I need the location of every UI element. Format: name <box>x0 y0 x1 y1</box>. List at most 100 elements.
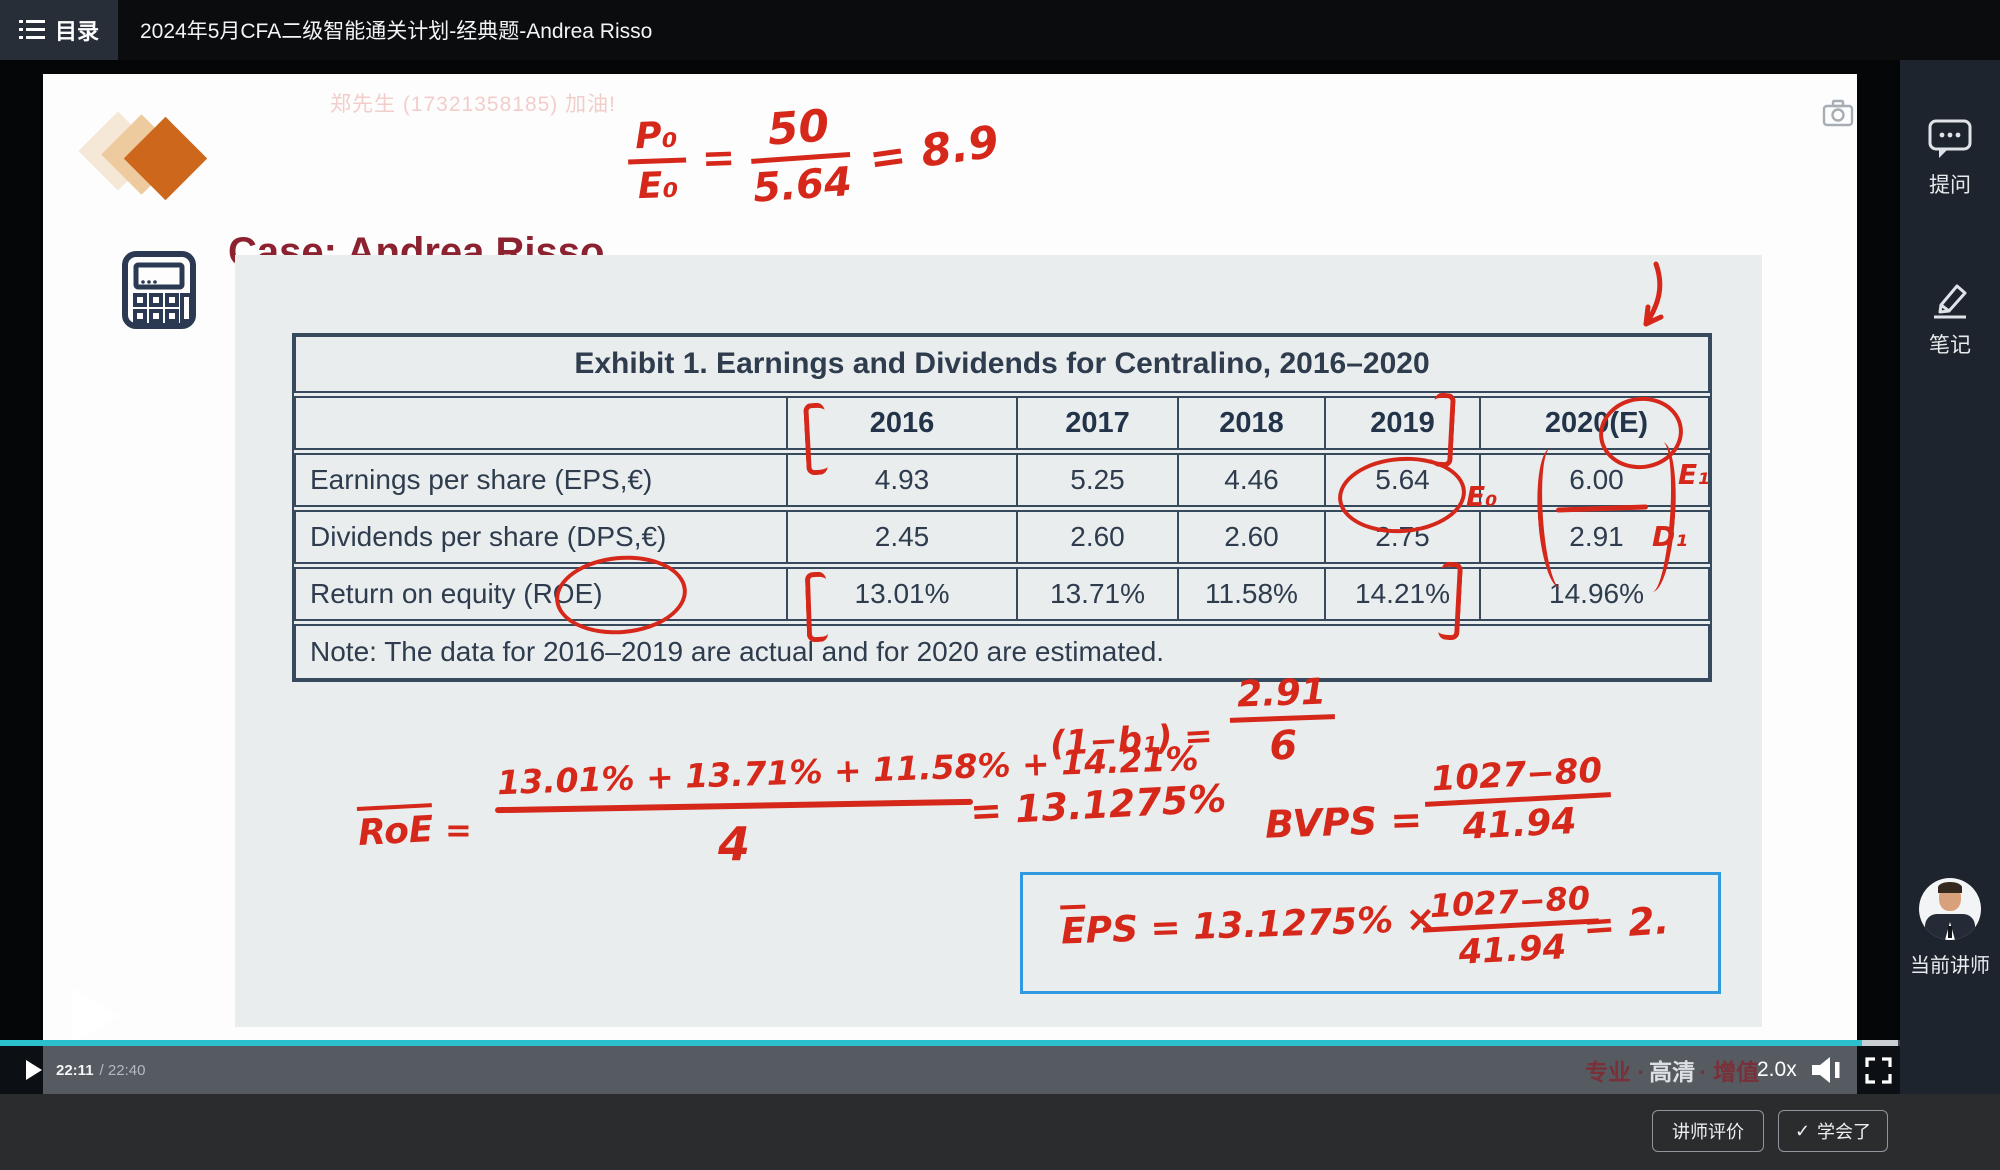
right-sidebar: 提问 笔记 当前讲师 <box>1900 60 2000 1094</box>
cell-value: 2.60 <box>1177 512 1324 562</box>
annotation-roe-equals: = <box>445 811 472 849</box>
table-header-cell: 2019 <box>1324 398 1479 448</box>
table-row-roe: Return on equity (ROE) 13.01% 13.71% 11.… <box>294 567 1710 621</box>
label-e1: E₁ <box>1678 458 1710 491</box>
progress-handle[interactable] <box>1862 1040 1898 1046</box>
annotation-eps-label: EPS = 13.1275% × <box>1060 898 1437 953</box>
controls-bar: 22:11 / 22:40 专业 · 高清 · 增值 2.0x <box>0 1046 1900 1094</box>
lecturer-label: 当前讲师 <box>1910 955 1990 977</box>
table-header-cell <box>296 398 786 448</box>
annotation-eps-result: = 2. <box>1581 898 1671 948</box>
camera-icon[interactable] <box>1822 98 1856 128</box>
sidebar-item-notes[interactable]: 笔记 <box>1900 278 2000 359</box>
cell-value: 5.25 <box>1016 455 1177 505</box>
red-bracket-close-1421 <box>1437 561 1464 641</box>
evaluate-lecturer-button[interactable]: 讲师评价 <box>1652 1110 1764 1152</box>
fullscreen-button[interactable] <box>1857 1046 1900 1094</box>
progress-bar[interactable] <box>0 1040 1900 1046</box>
avatar-hair <box>1938 882 1962 893</box>
annotation-pe-formula: P₀ E₀ = 50 5.64 = 8.9 <box>626 96 1003 215</box>
play-button-container[interactable] <box>0 1046 43 1094</box>
video-title: 2024年5月CFA二级智能通关计划-经典题-Andrea Risso <box>140 20 653 43</box>
toc-button-label: 目录 <box>54 19 99 44</box>
toc-button[interactable]: 目录 <box>0 0 118 60</box>
top-bar: 目录 2024年5月CFA二级智能通关计划-经典题-Andrea Risso <box>0 0 2000 60</box>
player-watermark: 专业 · 高清 · 增值 <box>1585 1046 1759 1094</box>
pencil-icon <box>1934 284 1967 319</box>
calculator-icon <box>122 251 196 329</box>
slide: 郑先生 (17321358185) 加油! Case: Andrea Risso <box>43 74 1857 1043</box>
annotation-roe-result: = 13.1275% <box>969 776 1228 834</box>
table-title: Exhibit 1. Earnings and Dividends for Ce… <box>294 335 1710 393</box>
avatar-tie <box>1948 926 1952 938</box>
cell-value: 4.93 <box>786 455 1016 505</box>
table-header-cell: 2020(E) <box>1479 398 1712 448</box>
retention-denominator: 6 <box>1268 722 1298 770</box>
sidebar-item-ask[interactable]: 提问 <box>1900 118 2000 199</box>
progress-played <box>0 1040 1862 1046</box>
fullscreen-icon <box>1865 1056 1892 1084</box>
learned-label: 学会了 <box>1817 1122 1872 1142</box>
annotation-retention-fraction: 2.91 6 <box>1228 671 1336 771</box>
table-row-eps: Earnings per share (EPS,€) 4.93 5.25 4.4… <box>294 453 1710 507</box>
time-total: / 22:40 <box>99 1061 146 1079</box>
roe-fraction-bar <box>494 798 974 814</box>
cell-value: 2.75 <box>1324 512 1479 562</box>
table-header-cell: 2017 <box>1016 398 1177 448</box>
cell-value: 4.46 <box>1177 455 1324 505</box>
menu-list-icon <box>18 20 45 39</box>
retention-numerator: 2.91 <box>1228 671 1335 723</box>
cell-value: 13.01% <box>786 569 1016 619</box>
volume-icon[interactable] <box>1812 1057 1846 1083</box>
cell-value: 6.00 <box>1479 455 1712 505</box>
cell-value: 2.91 <box>1479 512 1712 562</box>
label-d1: D₁ <box>1652 520 1688 553</box>
chat-bubble-icon <box>1928 119 1972 158</box>
pe-numerator: P₀ <box>626 113 687 164</box>
watermark-right: · 增值 <box>1699 1059 1760 1085</box>
cell-value: 13.71% <box>1016 569 1177 619</box>
watermark-left: 专业 · <box>1585 1059 1646 1085</box>
table-header-cell: 2018 <box>1177 398 1324 448</box>
annotation-retention-label: (1−b₁) = <box>1049 715 1214 765</box>
sidebar-notes-label: 笔记 <box>1929 334 1971 357</box>
user-watermark: 郑先生 (17321358185) 加油! <box>330 93 616 116</box>
pe-result: = 8.9 <box>866 115 1003 185</box>
slide-panel: Exhibit 1. Earnings and Dividends for Ce… <box>235 255 1762 1027</box>
bottom-bar: 讲师评价 ✓ 学会了 <box>0 1094 2000 1170</box>
row-label: Return on equity (ROE) <box>310 578 603 609</box>
pe-denominator: E₀ <box>637 164 679 207</box>
red-bracket-close-2019 <box>1431 392 1456 468</box>
cell-value: 14.96% <box>1479 569 1712 619</box>
pe-numerator2: 50 <box>747 99 850 164</box>
watermark-quality: 高清 <box>1649 1059 1696 1085</box>
annotation-roe-label: RoE <box>356 803 435 854</box>
check-icon: ✓ <box>1794 1120 1811 1141</box>
cell-value: 2.60 <box>1016 512 1177 562</box>
eps-e-overline: E <box>1060 904 1087 953</box>
row-label: Dividends per share (DPS,€) <box>310 521 667 552</box>
bvps-denominator: 41.94 <box>1461 801 1578 848</box>
highlight-box: EPS = 13.1275% × 1027−80 41.94 = 2. <box>1020 872 1721 994</box>
cell-value: 5.64 <box>1324 455 1479 505</box>
lecturer-avatar[interactable] <box>1919 878 1981 940</box>
cell-value: 11.58% <box>1177 569 1324 619</box>
annotation-roe-denominator: 4 <box>718 817 751 871</box>
cell-value: 2.45 <box>786 512 1016 562</box>
row-label: Earnings per share (EPS,€) <box>310 464 653 495</box>
sidebar-ask-label: 提问 <box>1929 174 1971 197</box>
play-icon <box>26 1060 42 1080</box>
time-display: 22:11 / 22:40 <box>56 1046 145 1094</box>
table-row-dps: Dividends per share (DPS,€) 2.45 2.60 2.… <box>294 510 1710 564</box>
learned-button[interactable]: ✓ 学会了 <box>1778 1110 1888 1152</box>
playback-speed-button[interactable]: 2.0x <box>1757 1058 1797 1081</box>
play-overlay-button[interactable] <box>72 988 118 1044</box>
eps-denominator: 41.94 <box>1457 927 1568 973</box>
evaluate-label: 讲师评价 <box>1672 1122 1744 1142</box>
eps-label-rest: PS = 13.1275% × <box>1084 898 1437 952</box>
table-header-row: 2016 2017 2018 2019 2020(E) <box>294 396 1710 450</box>
cell-value: 14.21% <box>1324 569 1479 619</box>
exhibit-table: Exhibit 1. Earnings and Dividends for Ce… <box>292 333 1712 682</box>
annotation-eps-fraction: 1027−80 41.94 <box>1420 878 1602 974</box>
